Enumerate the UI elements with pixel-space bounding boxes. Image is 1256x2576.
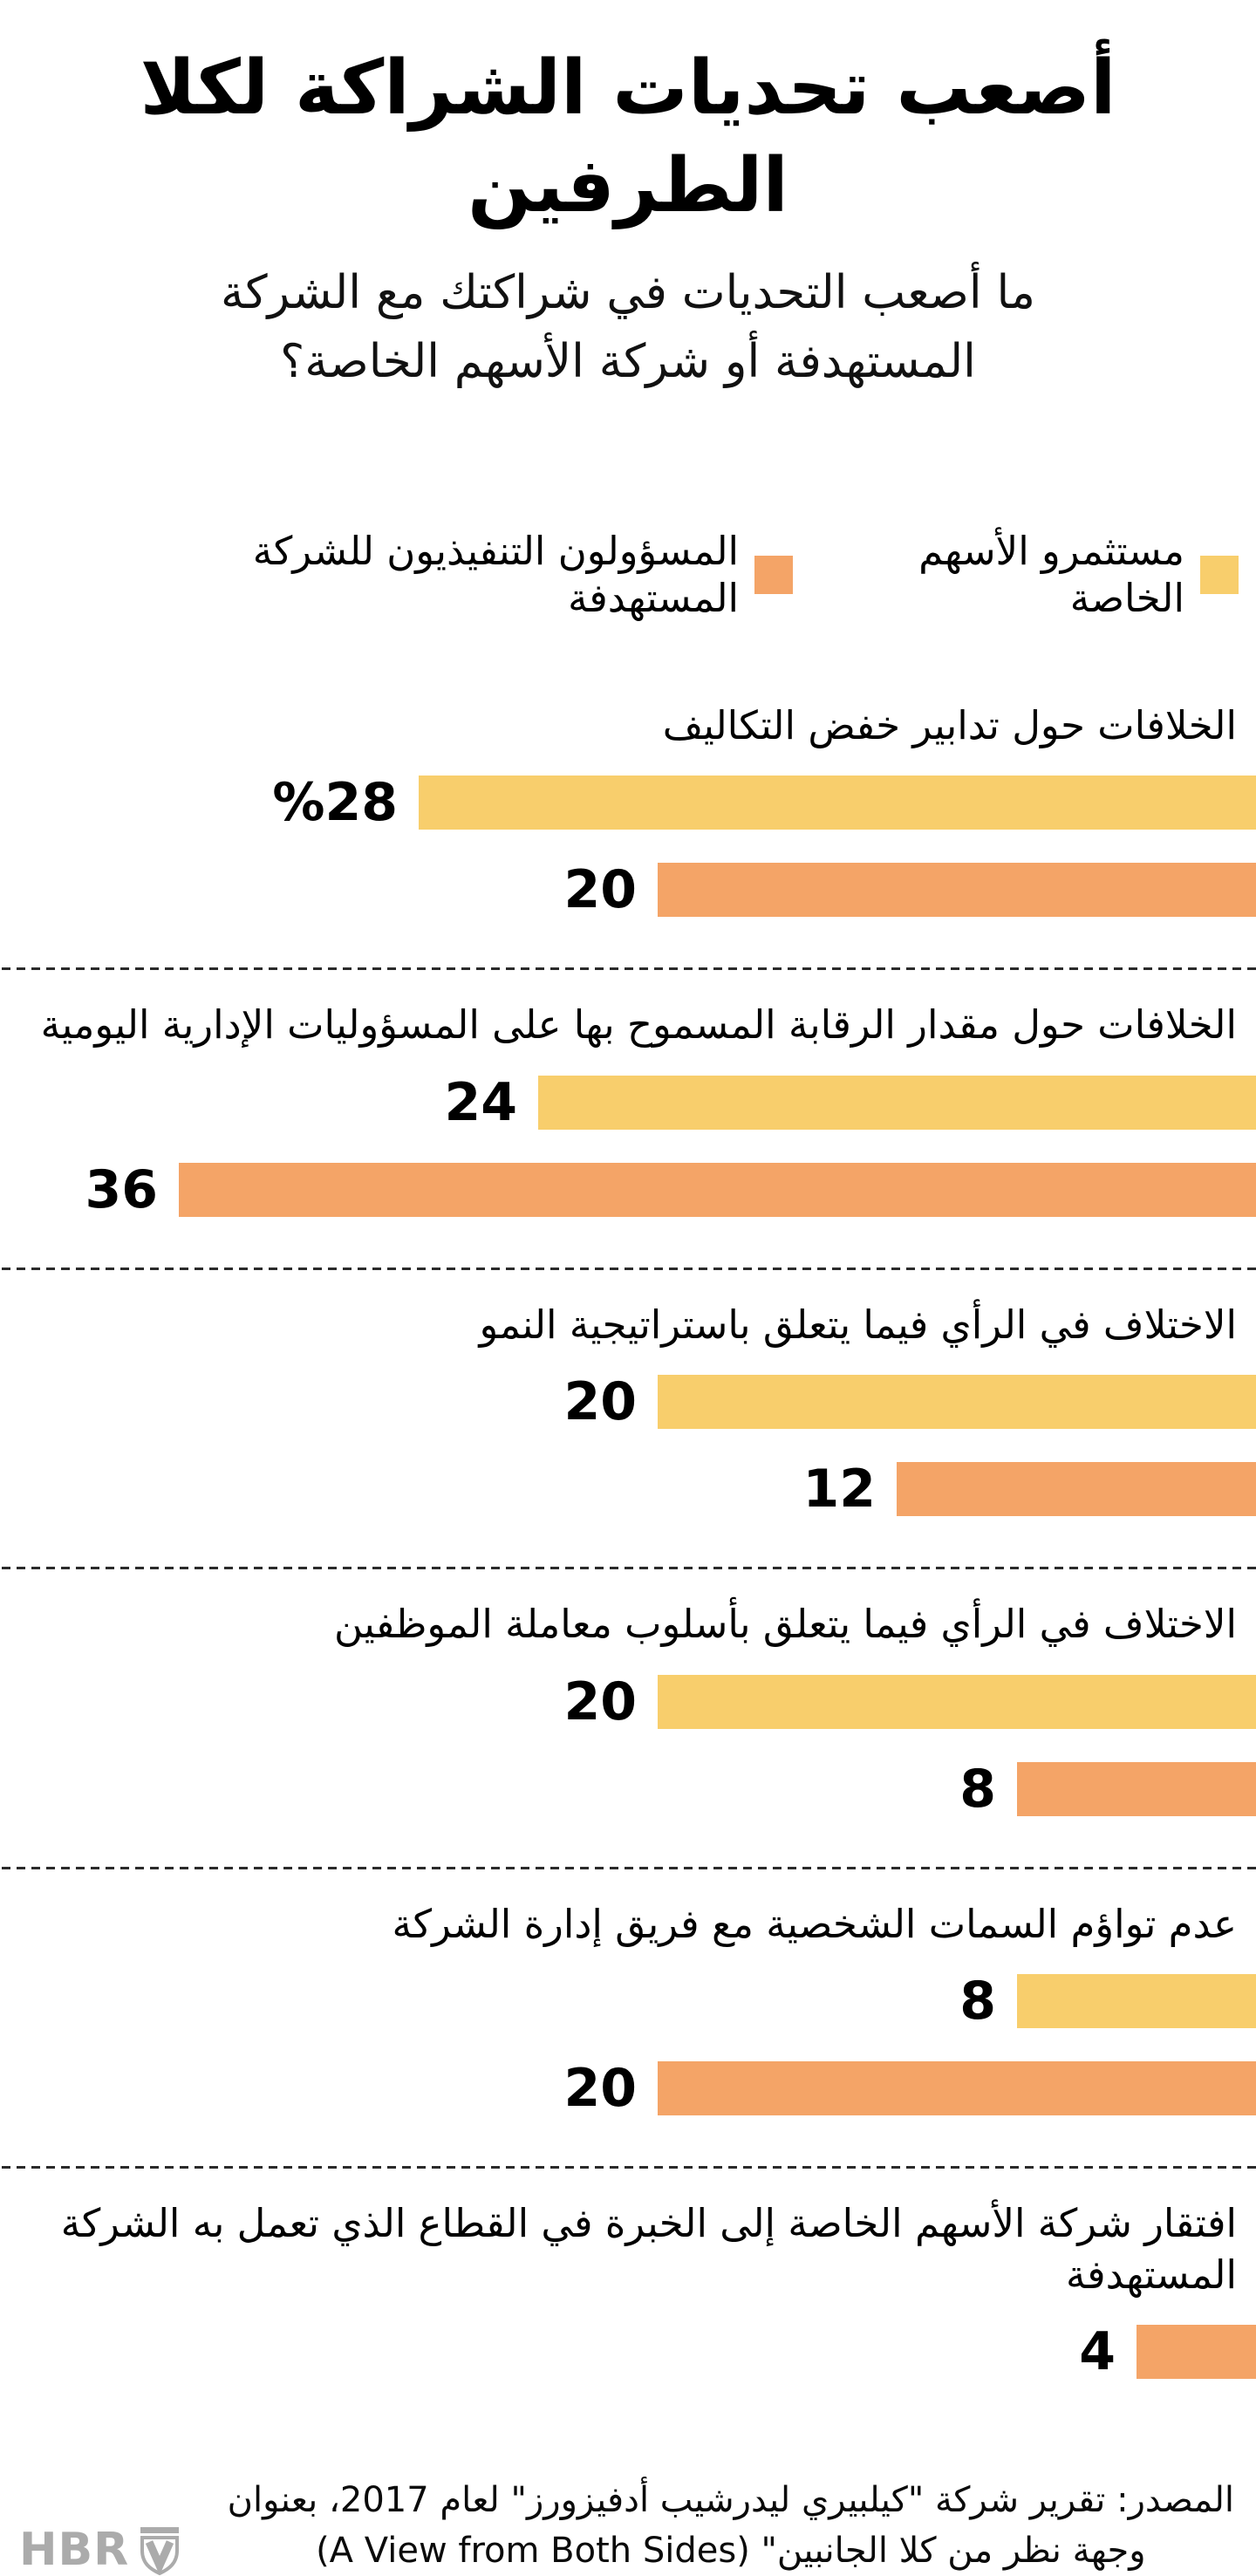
source-line-2-latin: (A View from Both Sides)	[316, 2531, 750, 2572]
bar-group: الاختلاف في الرأي فيما يتعلق باستراتيجية…	[0, 1270, 1256, 1568]
category-label: الاختلاف في الرأي فيما يتعلق باستراتيجية…	[479, 1301, 1238, 1348]
bar-private-equity-investors	[538, 1075, 1256, 1130]
bar-row: 24	[0, 1072, 1256, 1133]
chart-title: أصعب تحديات الشراكة لكلا الطرفين	[140, 44, 1117, 229]
bar-value-label: 8	[959, 1971, 996, 2033]
bar-target-company-executives	[658, 2061, 1256, 2116]
bar-private-equity-investors	[1017, 1974, 1256, 2029]
bar-target-company-executives	[897, 1462, 1256, 1517]
bar-row: 8	[0, 1971, 1256, 2032]
hbr-logo: HBR	[19, 2524, 180, 2576]
bar-value-label: 12	[802, 1459, 877, 1520]
bar-row: %28	[0, 772, 1256, 833]
bar-value-label: 20	[563, 1671, 638, 1732]
dashed-separator	[0, 1567, 1256, 1570]
hbr-shield-icon	[140, 2527, 180, 2576]
bar-private-equity-investors	[658, 1375, 1256, 1430]
bar-row: 36	[0, 1159, 1256, 1220]
bar-row: 8	[0, 1759, 1256, 1820]
bar-row: 20	[0, 2058, 1256, 2119]
legend-label-private-equity-investors: مستثمرو الأسهم الخاصة	[918, 527, 1184, 621]
bar-private-equity-investors	[419, 776, 1256, 830]
legend-swatch-yellow-icon	[1200, 555, 1239, 594]
bar-group: الاختلاف في الرأي فيما يتعلق بأسلوب معام…	[0, 1569, 1256, 1867]
bar-value-label: 24	[444, 1071, 518, 1133]
category-label: الخلافات حول مقدار الرقابة المسموح بها ع…	[40, 1001, 1237, 1049]
bar-group: افتقار شركة الأسهم الخاصة إلى الخبرة في …	[0, 2169, 1256, 2429]
bar-value-label: %28	[272, 772, 398, 834]
source-line-1: المصدر: تقرير شركة "كيلبيري ليدرشيب أدفي…	[227, 2480, 1234, 2521]
bar-group: عدم تواؤم السمات الشخصية مع فريق إدارة ا…	[0, 1869, 1256, 2167]
bar-target-company-executives	[1137, 2325, 1256, 2380]
bar-row: 20	[0, 859, 1256, 920]
dashed-separator	[0, 1267, 1256, 1270]
legend-label-target-company-executives: المسؤولون التنفيذيون للشركة المستهدفة	[252, 527, 740, 621]
subtitle-line-2: المستهدفة أو شركة الأسهم الخاصة؟	[280, 335, 976, 389]
chart-legend: مستثمرو الأسهم الخاصة المسؤولون التنفيذي…	[72, 528, 1239, 622]
subtitle-line-1: ما أصعب التحديات في شراكتك مع الشركة	[220, 265, 1036, 319]
bar-row: 20	[0, 1371, 1256, 1432]
bar-value-label: 20	[563, 2058, 638, 2120]
footer: المصدر: تقرير شركة "كيلبيري ليدرشيب أدفي…	[19, 2475, 1234, 2576]
bar-target-company-executives	[658, 863, 1256, 918]
bar-private-equity-investors	[658, 1674, 1256, 1729]
bar-target-company-executives	[179, 1162, 1256, 1217]
source-line-2: وجهة نظر من كلا الجانبين" (A View from B…	[228, 2525, 1234, 2576]
bar-value-label: 36	[85, 1158, 159, 1220]
category-label: الاختلاف في الرأي فيما يتعلق بأسلوب معام…	[333, 1601, 1237, 1648]
bar-row: 12	[0, 1459, 1256, 1520]
bar-target-company-executives	[1017, 1761, 1256, 1816]
bar-value-label: 20	[563, 1371, 638, 1433]
legend-item-target-company-executives: المسؤولون التنفيذيون للشركة المستهدفة	[72, 527, 794, 622]
hbr-logo-text: HBR	[19, 2524, 130, 2576]
source-line-2-arabic: وجهة نظر من كلا الجانبين"	[761, 2531, 1146, 2572]
bar-group: الخلافات حول مقدار الرقابة المسموح بها ع…	[0, 970, 1256, 1268]
bar-chart: الخلافات حول تدابير خفض التكاليف %28 20 الخ…	[0, 671, 1256, 2430]
dashed-separator	[0, 2166, 1256, 2169]
legend-swatch-orange-icon	[754, 555, 794, 594]
bar-value-label: 8	[959, 1758, 996, 1820]
bar-value-label: 20	[563, 859, 638, 921]
category-label: الخلافات حول تدابير خفض التكاليف	[662, 701, 1237, 748]
bar-row: 4	[0, 2321, 1256, 2382]
bar-group: الخلافات حول تدابير خفض التكاليف %28 20	[0, 671, 1256, 968]
chart-subtitle: ما أصعب التحديات في شراكتك مع الشركة الم…	[0, 258, 1256, 397]
source-note: المصدر: تقرير شركة "كيلبيري ليدرشيب أدفي…	[228, 2475, 1234, 2576]
legend-item-private-equity-investors: مستثمرو الأسهم الخاصة	[793, 528, 1239, 622]
category-label: عدم تواؤم السمات الشخصية مع فريق إدارة ا…	[392, 1900, 1237, 1947]
dashed-separator	[0, 1866, 1256, 1869]
bar-row: 20	[0, 1671, 1256, 1732]
bar-value-label: 4	[1079, 2321, 1116, 2383]
dashed-separator	[0, 967, 1256, 971]
